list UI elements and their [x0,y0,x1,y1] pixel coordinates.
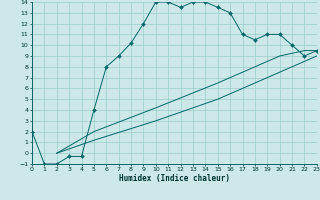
X-axis label: Humidex (Indice chaleur): Humidex (Indice chaleur) [119,174,230,183]
